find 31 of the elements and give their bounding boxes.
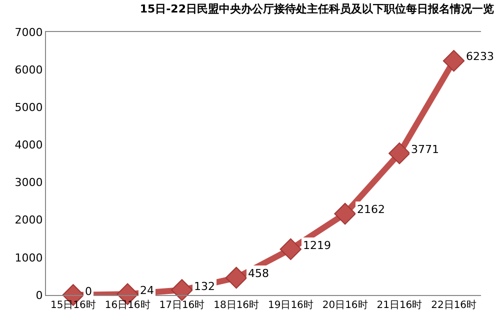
x-tick-label: 21日16时 xyxy=(376,299,422,311)
data-label: 132 xyxy=(194,280,215,293)
y-tick-label: 7000 xyxy=(14,26,43,39)
data-label: 0 xyxy=(85,285,92,298)
y-tick-label: 0 xyxy=(36,288,43,302)
data-label: 6233 xyxy=(466,50,494,63)
data-label: 1219 xyxy=(303,239,331,252)
point xyxy=(280,238,302,260)
point xyxy=(171,279,193,301)
x-tick-label: 20日16时 xyxy=(322,299,368,311)
x-tick-label: 19日16时 xyxy=(268,299,314,311)
x-tick-label: 18日16时 xyxy=(214,299,260,311)
data-label: 2162 xyxy=(357,203,385,216)
x-tick-label: 17日16时 xyxy=(159,299,205,311)
data-label: 458 xyxy=(248,267,269,280)
y-tick-label: 1000 xyxy=(14,251,43,264)
point xyxy=(225,266,248,289)
data-label: 3771 xyxy=(411,143,439,156)
x-tick-label: 16日16时 xyxy=(104,299,150,311)
x-tick-label: 15日16时 xyxy=(50,299,96,311)
chart-title: 15日-22日民盟中央办公厅接待处主任科员及以下职位每日报名情况一览 xyxy=(140,2,494,16)
y-tick-label: 3000 xyxy=(14,176,43,190)
data-label: 24 xyxy=(140,284,154,297)
y-tick-label: 4000 xyxy=(14,138,43,152)
x-tick-label: 22日16时 xyxy=(431,299,477,311)
y-tick-label: 2000 xyxy=(14,214,43,227)
y-tick-label: 6000 xyxy=(14,63,43,76)
point xyxy=(388,142,410,164)
point xyxy=(442,50,465,72)
point xyxy=(334,202,356,225)
y-tick-label: 5000 xyxy=(14,100,43,114)
